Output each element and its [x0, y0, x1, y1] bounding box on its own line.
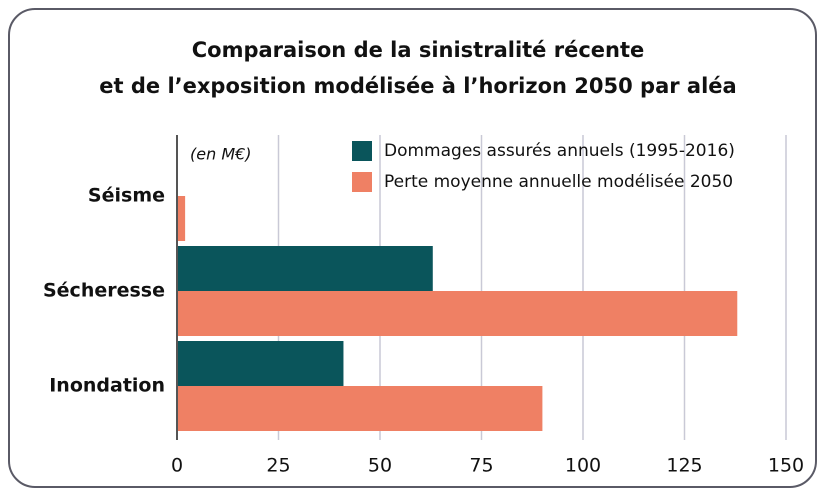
y-tick-label: Séisme	[88, 185, 165, 207]
legend-label: Dommages assurés annuels (1995-2016)	[384, 141, 735, 161]
y-tick-label: Sécheresse	[43, 280, 165, 302]
x-tick-label: 100	[565, 455, 601, 477]
bar	[177, 386, 543, 431]
bar	[177, 246, 433, 291]
chart-title: Comparaison de la sinistralité récente	[192, 38, 645, 62]
x-tick-label: 75	[469, 455, 493, 477]
bar	[177, 291, 738, 336]
legend-swatch	[352, 141, 372, 161]
legend-label: Perte moyenne annuelle modélisée 2050	[384, 172, 733, 192]
legend-swatch	[352, 172, 372, 192]
x-tick-label: 0	[171, 455, 183, 477]
x-tick-label: 150	[768, 455, 804, 477]
y-tick-label: Inondation	[49, 375, 165, 397]
x-tick-label: 125	[666, 455, 702, 477]
x-tick-label: 50	[368, 455, 392, 477]
annotation: (en M€)	[190, 145, 252, 164]
chart-title: et de l’exposition modélisée à l’horizon…	[99, 74, 736, 98]
bar	[177, 196, 186, 241]
bar	[177, 341, 344, 386]
x-tick-label: 25	[266, 455, 290, 477]
